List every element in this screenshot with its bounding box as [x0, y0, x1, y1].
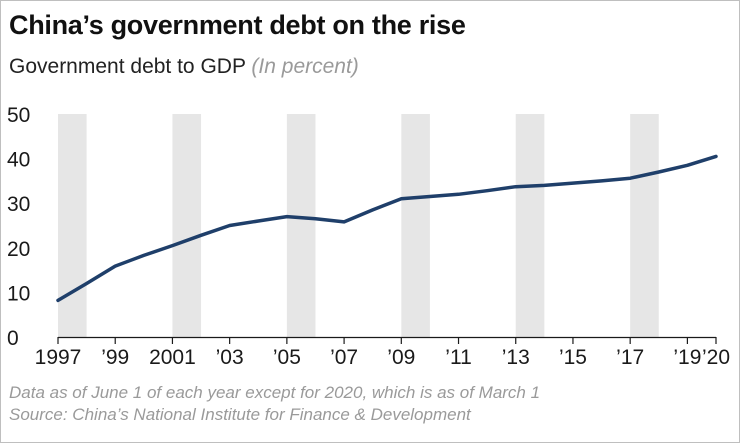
y-tick-label: 30	[7, 193, 30, 216]
x-tick-label: ’13	[502, 346, 530, 369]
source-note: Source: China’s National Institute for F…	[9, 405, 471, 424]
shaded-bands	[58, 114, 659, 337]
shaded-band	[515, 114, 545, 337]
x-tick-label: ’15	[559, 346, 587, 369]
y-tick-label: 40	[7, 149, 30, 172]
y-tick-label: 20	[7, 238, 30, 261]
x-tick-label: ’05	[273, 346, 301, 369]
x-tick-label: ’20	[702, 346, 730, 369]
y-tick-label: 0	[7, 327, 19, 350]
x-tick-label: 1997	[35, 346, 82, 369]
subtitle-text: Government debt to GDP	[9, 55, 246, 78]
data-series	[56, 154, 718, 303]
x-axis: 1997 ’99 2001 ’03 ’05 ’07 ’09 ’11 ’13 ’15 ’17 ’19’2…	[35, 336, 730, 369]
x-tick-label: ’09	[387, 346, 415, 369]
x-tick-label: ’17	[616, 346, 644, 369]
x-tick-label: ’11	[445, 346, 471, 369]
shaded-band	[58, 114, 87, 337]
subtitle-unit: (In percent)	[251, 55, 359, 78]
y-axis-ticks: 0 10 20 30 40 50	[7, 104, 30, 350]
x-tick-label: ’99	[101, 346, 129, 369]
footnote: Data as of June 1 of each year except fo…	[9, 382, 540, 426]
shaded-band	[401, 114, 430, 337]
y-tick-label: 50	[7, 104, 30, 127]
x-tick-label: 2001	[149, 346, 196, 369]
y-tick-label: 10	[7, 282, 30, 305]
chart-subtitle: Government debt to GDP (In percent)	[9, 55, 359, 79]
x-tick-label: ’07	[330, 346, 358, 369]
shaded-band	[286, 114, 316, 337]
shaded-band	[630, 114, 659, 337]
shaded-band	[172, 114, 202, 337]
x-tick-label: ’19	[673, 346, 701, 369]
series-line-debt-to-gdp	[56, 154, 718, 303]
x-tick-label: ’03	[216, 346, 244, 369]
data-note: Data as of June 1 of each year except fo…	[9, 383, 541, 402]
chart-title: China’s government debt on the rise	[9, 10, 466, 40]
